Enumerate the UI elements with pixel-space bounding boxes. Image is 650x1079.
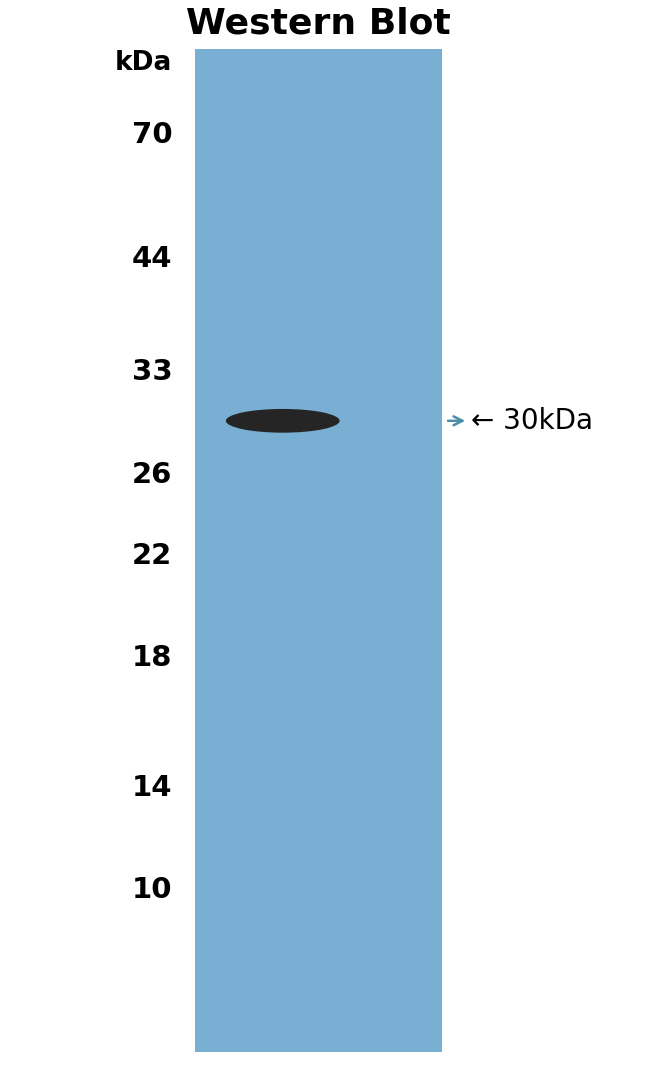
Text: 70: 70 xyxy=(131,121,172,149)
Text: 18: 18 xyxy=(132,644,172,672)
Bar xyxy=(195,49,442,1052)
Text: 44: 44 xyxy=(132,245,172,273)
Text: kDa: kDa xyxy=(115,50,172,76)
Text: 22: 22 xyxy=(132,542,172,570)
Text: 14: 14 xyxy=(132,774,172,802)
Text: 33: 33 xyxy=(131,358,172,386)
Text: 26: 26 xyxy=(132,461,172,489)
Text: 10: 10 xyxy=(132,876,172,904)
Ellipse shape xyxy=(226,409,339,433)
Text: ← 30kDa: ← 30kDa xyxy=(471,407,593,435)
Text: Western Blot: Western Blot xyxy=(186,6,451,41)
